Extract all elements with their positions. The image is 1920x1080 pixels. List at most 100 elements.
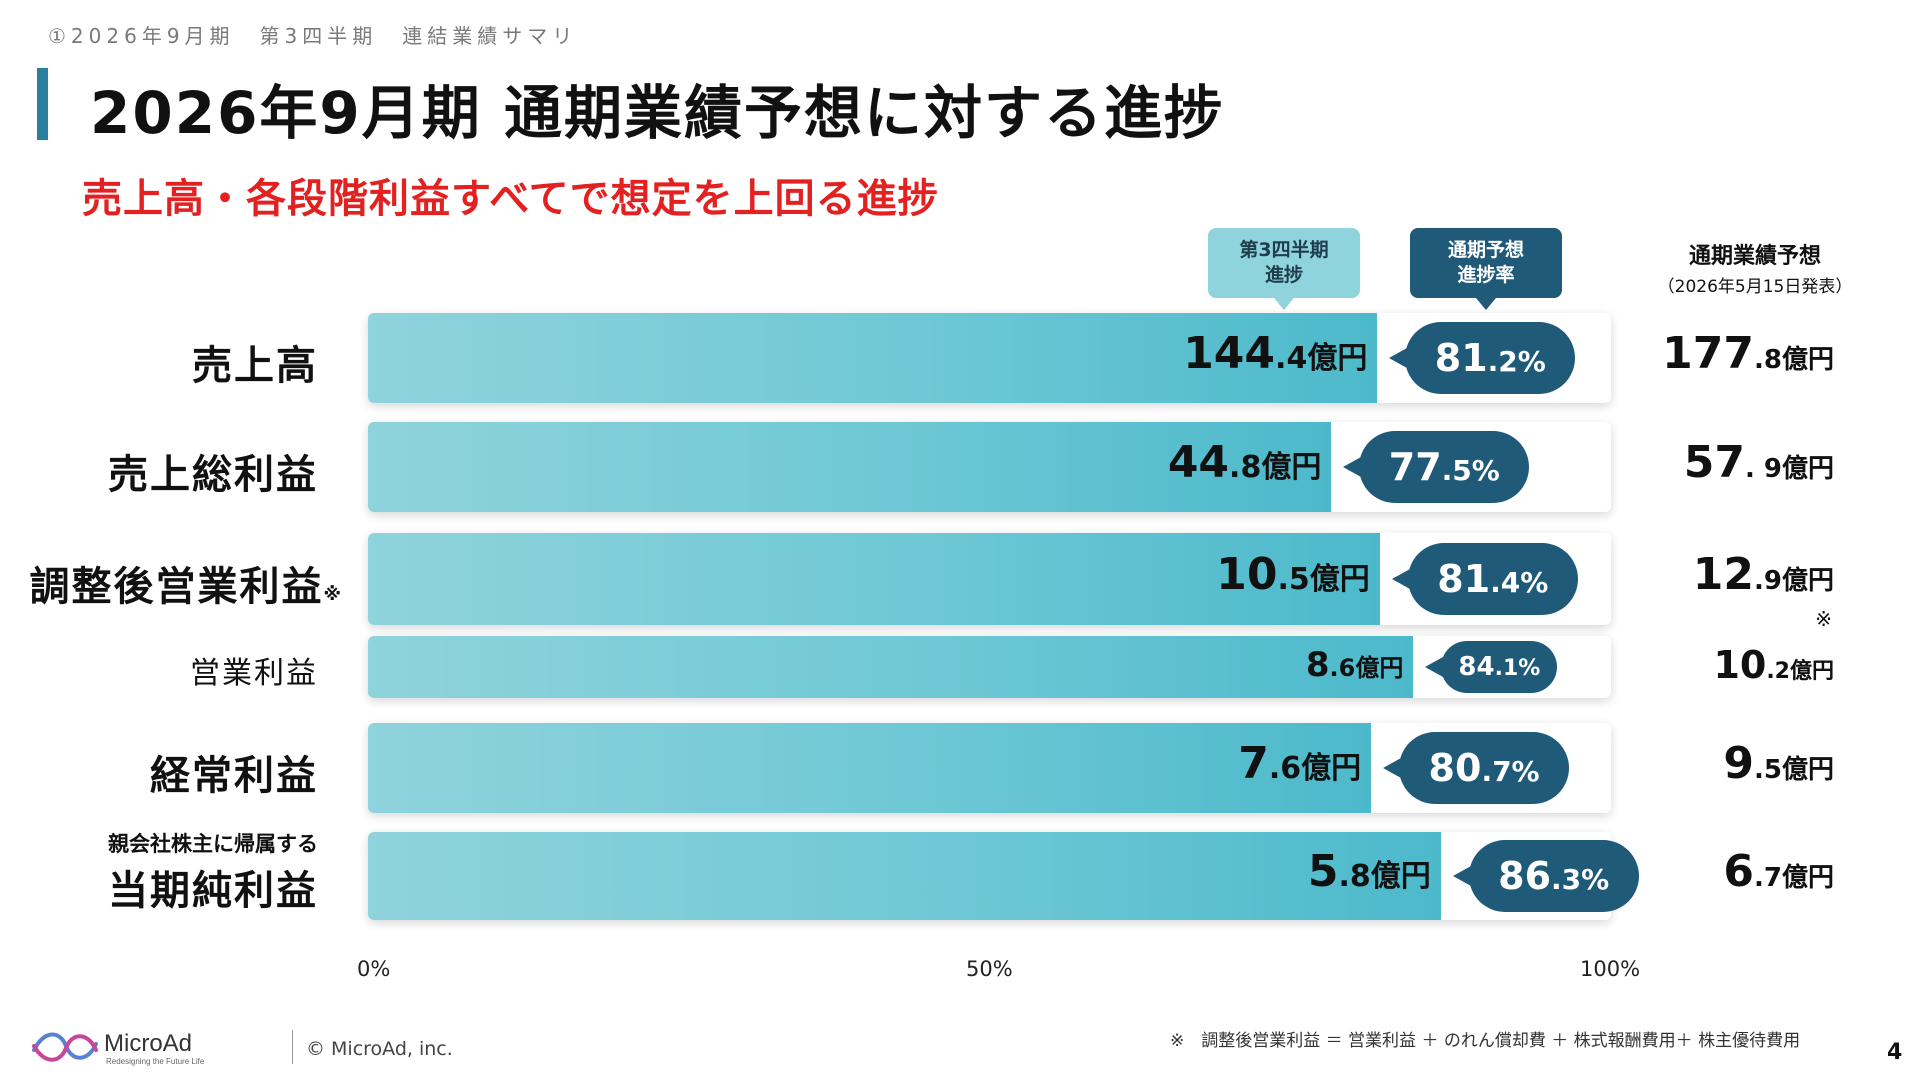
forecast-int: 177 (1662, 328, 1755, 379)
legend-q3-line2: 進捗 (1264, 264, 1303, 286)
forecast-value: 12.9億円 (1693, 549, 1834, 600)
forecast-unit: .8億円 (1754, 345, 1834, 375)
q3-value-unit: .5億円 (1277, 562, 1370, 597)
rate-int: 84 (1458, 652, 1495, 682)
q3-value-int: 10 (1216, 549, 1278, 600)
x-tick-0: 0% (357, 957, 391, 981)
legend-rate-line2: 進捗率 (1457, 264, 1515, 286)
forecast-int: 6 (1723, 846, 1755, 897)
copyright: © MicroAd, inc. (306, 1038, 453, 1060)
q3-value-int: 7 (1238, 738, 1269, 789)
forecast-note: ※ (1815, 607, 1832, 631)
forecast-unit: .9億円 (1754, 566, 1834, 596)
bar-track: 44.8億円 77.5% (368, 422, 1611, 512)
page-number: 4 (1887, 1040, 1903, 1065)
row-label-text: 売上高 (192, 343, 318, 390)
forecast-int: 10 (1713, 643, 1767, 687)
forecast-int: 57 (1683, 437, 1745, 488)
forecast-value: 10.2億円 (1713, 643, 1834, 687)
row-label-text: 当期純利益 (108, 868, 318, 914)
progress-rate-bubble: 86.3% (1452, 840, 1639, 912)
legend-progress-rate: 通期予想 進捗率 (1410, 228, 1562, 310)
page-title: 2026年9月期 通期業績予想に対する進捗 (90, 79, 1224, 147)
rate-dec: .5% (1441, 454, 1500, 487)
legend-forecast: 通期業績予想 （2026年5月15日発表） (1630, 238, 1880, 297)
row-label: 経常利益 (150, 743, 318, 801)
forecast-unit: .5億円 (1754, 755, 1834, 785)
forecast-unit: .7億円 (1754, 863, 1834, 893)
q3-value-int: 144 (1183, 328, 1276, 379)
forecast-header-date: （2026年5月15日発表） (1657, 277, 1853, 297)
legend-rate-line1: 通期予想 (1447, 239, 1524, 261)
forecast-unit: . 9億円 (1744, 454, 1834, 484)
row-label: 売上高 (192, 333, 318, 391)
rate-int: 77 (1388, 445, 1442, 489)
page-subtitle: 売上高・各段階利益すべてで想定を上回る進捗 (82, 176, 939, 222)
row-label-text: 調整後営業利益 (29, 564, 324, 611)
rate-dec: .2% (1487, 345, 1546, 378)
rate-int: 86 (1498, 854, 1552, 898)
microad-logo: MicroAd Redesigning the Future Life (32, 1030, 205, 1066)
forecast-value: 177.8億円 (1662, 328, 1834, 379)
bar-track: 8.6億円 84.1% (368, 636, 1611, 698)
forecast-header-title: 通期業績予想 (1688, 244, 1821, 269)
legend-q3-line1: 第3四半期 (1239, 239, 1329, 261)
row-label-text: 営業利益 (190, 656, 318, 692)
q3-value-unit: .4億円 (1275, 341, 1368, 376)
x-tick-100: 100% (1580, 957, 1641, 981)
row-label-prefix: 親会社株主に帰属する (108, 832, 318, 856)
breadcrumb: ①2026年9月期 第3四半期 連結業績サマリ (48, 24, 578, 48)
progress-rate-bubble: 81.2% (1389, 322, 1576, 394)
forecast-unit: .2億円 (1766, 659, 1834, 684)
progress-rate-bubble: 80.7% (1383, 732, 1570, 804)
logo-wordmark: MicroAd (104, 1030, 192, 1057)
q3-value-int: 8 (1305, 645, 1330, 685)
forecast-value: 57. 9億円 (1684, 437, 1834, 488)
rate-dec: .7% (1481, 755, 1540, 788)
progress-bar (368, 832, 1441, 920)
progress-rate-bubble: 84.1% (1425, 641, 1558, 693)
progress-bar (368, 723, 1372, 813)
footnote: ※ 調整後営業利益 ＝ 営業利益 ＋ のれん償却費 ＋ 株式報酬費用＋ 株主優待… (1170, 1031, 1801, 1051)
q3-value-label: 10.5億円 (1216, 549, 1370, 600)
rate-int: 80 (1428, 746, 1482, 790)
row-label: 売上総利益 (108, 442, 318, 500)
logo-divider (292, 1030, 293, 1064)
row-label-note: ※ (323, 584, 343, 606)
progress-bar (368, 313, 1378, 403)
q3-value-label: 44.8億円 (1168, 437, 1322, 488)
row-label-text: 売上総利益 (108, 452, 318, 499)
q3-value-unit: .6億円 (1268, 751, 1362, 786)
forecast-value: 9.5億円 (1723, 738, 1834, 789)
progress-rate-bubble: 77.5% (1343, 431, 1530, 503)
row-label: 親会社株主に帰属する当期純利益 (108, 828, 318, 916)
q3-value-label: 7.6億円 (1238, 738, 1361, 789)
rate-int: 81 (1434, 336, 1488, 380)
q3-value-label: 5.8億円 (1308, 846, 1431, 897)
row-label: 営業利益 (190, 648, 318, 692)
progress-bar (368, 422, 1332, 512)
q3-value-label: 144.4億円 (1183, 328, 1367, 379)
row-label: 調整後営業利益※ (30, 554, 344, 612)
bar-track: 144.4億円 81.2% (368, 313, 1611, 403)
q3-value-unit: .6億円 (1329, 654, 1404, 682)
rate-dec: .4% (1490, 566, 1549, 599)
forecast-value: 6.7億円 (1723, 846, 1834, 897)
q3-value-unit: .8億円 (1229, 450, 1322, 485)
progress-rate-bubble: 81.4% (1391, 543, 1578, 615)
x-tick-50: 50% (966, 957, 1013, 981)
forecast-int: 9 (1723, 738, 1755, 789)
forecast-int: 12 (1692, 549, 1755, 600)
progress-bar (368, 636, 1414, 698)
bar-track: 5.8億円 86.3% (368, 832, 1639, 920)
progress-bar (368, 533, 1380, 625)
bar-track: 10.5億円 81.4% (368, 533, 1611, 625)
rate-dec: .3% (1551, 863, 1610, 896)
logo-tagline: Redesigning the Future Life (106, 1057, 205, 1066)
title-accent-bar (37, 68, 48, 140)
q3-value-int: 44 (1167, 437, 1230, 488)
rate-dec: .1% (1494, 656, 1541, 681)
bar-track: 7.6億円 80.7% (368, 723, 1611, 813)
rate-int: 81 (1437, 557, 1491, 601)
q3-value-label: 8.6億円 (1306, 645, 1404, 685)
